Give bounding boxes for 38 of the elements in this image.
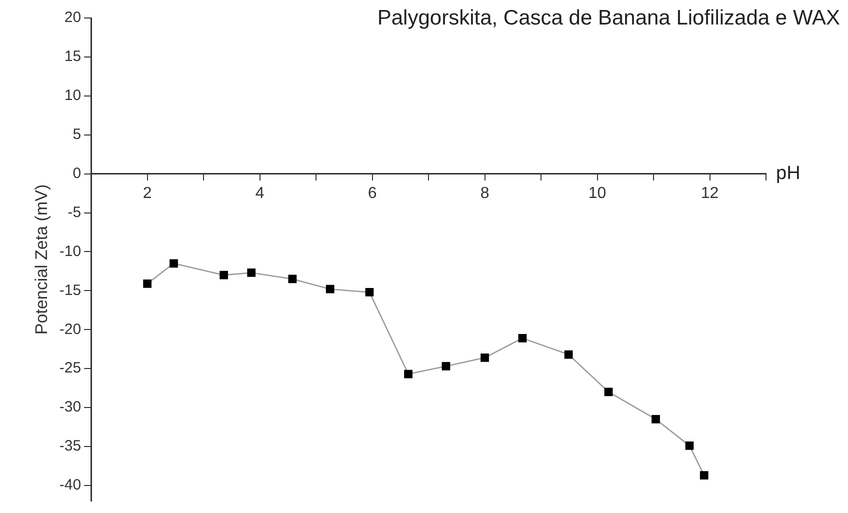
y-tick-label: 0 xyxy=(72,164,82,182)
x-axis-title: pH xyxy=(776,163,800,184)
x-tick-label: 8 xyxy=(480,184,490,202)
y-tick-label: -35 xyxy=(59,438,82,455)
x-tick-label: 4 xyxy=(255,184,264,202)
point xyxy=(652,415,660,424)
point xyxy=(604,388,613,396)
point xyxy=(220,270,228,280)
y-tick-label: -20 xyxy=(59,320,82,338)
y-tick-label: -30 xyxy=(59,398,82,416)
y-tick-label: -25 xyxy=(59,360,82,377)
y-axis-title: Potencial Zeta (mV) xyxy=(32,184,51,335)
x-tick-label: 6 xyxy=(368,184,377,202)
y-tick-label: -40 xyxy=(59,476,82,494)
y-tick-label: 5 xyxy=(72,126,82,143)
point xyxy=(480,353,489,362)
point xyxy=(365,288,374,296)
point xyxy=(518,334,527,342)
y-tick-label: 15 xyxy=(64,48,82,66)
point xyxy=(564,350,573,359)
point xyxy=(143,279,152,288)
y-tick-label: 20 xyxy=(64,9,82,26)
point xyxy=(326,284,334,294)
point xyxy=(685,442,694,450)
point xyxy=(288,274,297,284)
y-tick-label: 10 xyxy=(64,87,82,104)
point xyxy=(247,268,256,277)
x-tick-label: 2 xyxy=(142,184,152,202)
point xyxy=(700,471,708,480)
x-tick-label: 12 xyxy=(700,184,719,202)
point xyxy=(170,259,178,268)
y-tick-label: -15 xyxy=(59,282,82,299)
chart-title: Palygorskita, Casca de Banana Liofilizada e WAX xyxy=(377,6,840,30)
point xyxy=(404,370,412,378)
y-tick-label: -10 xyxy=(59,242,82,260)
x-tick-label: 10 xyxy=(588,184,606,202)
point xyxy=(442,362,450,370)
y-tick-label: -5 xyxy=(68,204,82,221)
